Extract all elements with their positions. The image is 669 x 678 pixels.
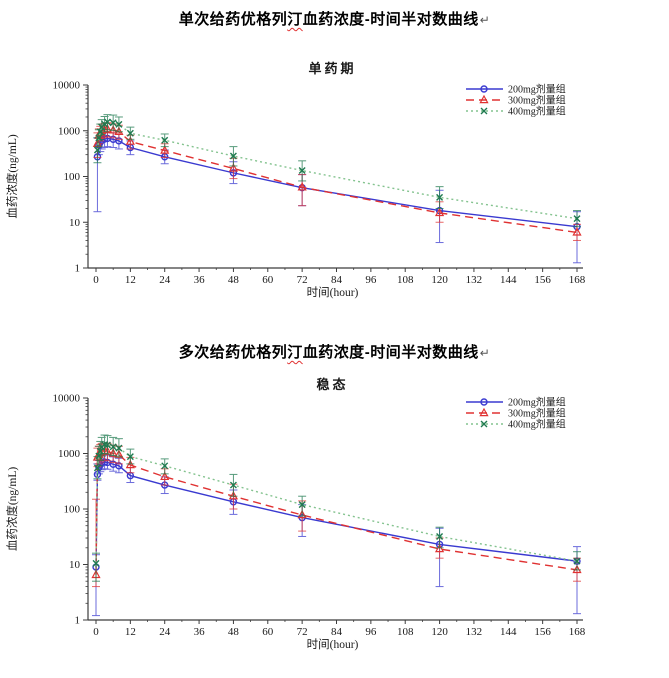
- x-tick-label: 24: [159, 274, 171, 286]
- paragraph-return-icon: ↵: [479, 346, 491, 360]
- title1-prefix: 单次给药优格列: [178, 11, 288, 28]
- series-400mg-markers: [93, 118, 581, 223]
- legend-label: 200mg剂量组: [508, 83, 566, 96]
- chart-subtitle: 单药期: [308, 61, 356, 76]
- y-tick-label: 1000: [58, 448, 81, 460]
- chart-steady-state: 稳态 1 10 100 1000 10000 血药浓度(ng/mL) 0 12 24 36 48 60 7…: [5, 377, 586, 651]
- x-tick-label: 156: [534, 626, 551, 638]
- x-tick-label: 36: [194, 274, 206, 286]
- x-tick-label: 156: [534, 274, 551, 286]
- title2-spellcheck-word: 汀: [287, 344, 303, 361]
- y-axis: 1 10 100 1000 10000 血药浓度(ng/mL): [5, 80, 89, 275]
- x-tick-label: 120: [431, 626, 448, 638]
- x-tick-label: 168: [569, 626, 586, 638]
- x-tick-label: 84: [331, 626, 343, 638]
- legend-label: 300mg剂量组: [508, 94, 566, 107]
- x-tick-label: 72: [297, 274, 308, 286]
- x-tick-label: 48: [228, 274, 240, 286]
- x-tick-label: 84: [331, 274, 343, 286]
- legend-label: 400mg剂量组: [508, 105, 566, 118]
- legend-item-400mg: 400mg剂量组: [466, 105, 566, 118]
- x-tick-label: 48: [228, 626, 240, 638]
- series-300mg-line: [96, 128, 578, 234]
- y-tick-label: 10: [69, 217, 81, 229]
- legend-label: 200mg剂量组: [508, 396, 566, 409]
- x-tick-label: 120: [431, 274, 448, 286]
- chart-single-dose: 单药期 1 10 100 1000 10000 血药浓度(ng/mL) 0 12 24 36 48 60…: [5, 61, 586, 299]
- x-tick-label: 24: [159, 626, 171, 638]
- x-tick-label: 132: [466, 274, 483, 286]
- y-tick-label: 100: [64, 171, 81, 183]
- x-tick-label: 0: [93, 274, 99, 286]
- y-tick-label: 1: [75, 615, 81, 627]
- y-tick-label: 1000: [58, 125, 81, 137]
- y-axis-title: 血药浓度(ng/mL): [5, 467, 19, 551]
- legend-label: 400mg剂量组: [508, 418, 566, 431]
- x-tick-label: 72: [297, 626, 308, 638]
- y-tick-label: 10: [69, 559, 81, 571]
- chart-subtitle: 稳态: [316, 377, 348, 392]
- x-tick-label: 60: [262, 274, 274, 286]
- legend-item-200mg: 200mg剂量组: [466, 83, 566, 96]
- title1-spellcheck-word: 汀: [287, 11, 303, 28]
- x-tick-label: 168: [569, 274, 586, 286]
- y-tick-label: 10000: [53, 80, 81, 92]
- legend-label: 300mg剂量组: [508, 407, 566, 420]
- page-title-multiple-dose: 多次给药优格列汀血药浓度-时间半对数曲线↵: [0, 341, 669, 362]
- legend-item-300mg: 300mg剂量组: [466, 94, 566, 107]
- x-axis-title: 时间(hour): [307, 638, 359, 651]
- title2-suffix: 血药浓度-时间半对数曲线: [302, 344, 479, 361]
- x-tick-label: 12: [125, 274, 136, 286]
- x-tick-label: 144: [500, 274, 517, 286]
- paragraph-return-icon: ↵: [479, 13, 491, 27]
- series-400mg-error-bars: [92, 434, 581, 582]
- series-200mg-line: [96, 137, 578, 228]
- page-title-single-dose: 单次给药优格列汀血药浓度-时间半对数曲线↵: [0, 8, 669, 29]
- series-400mg-line: [96, 121, 578, 220]
- x-axis-title: 时间(hour): [307, 286, 359, 299]
- legend-item-400mg: 400mg剂量组: [466, 418, 566, 431]
- x-tick-label: 96: [365, 626, 377, 638]
- y-tick-label: 10000: [53, 393, 81, 405]
- x-tick-label: 108: [397, 626, 414, 638]
- y-axis: 1 10 100 1000 10000 血药浓度(ng/mL): [5, 393, 89, 627]
- x-tick-label: 36: [194, 626, 206, 638]
- x-tick-label: 132: [466, 626, 483, 638]
- series-400mg-line: [95, 443, 578, 564]
- x-axis: 0 12 24 36 48 60 72 84 96 108 120 132 144 156 168 时间(ho…: [88, 619, 586, 651]
- x-tick-label: 60: [262, 626, 274, 638]
- series-400mg-error-bars: [93, 114, 581, 228]
- series-400mg-markers: [92, 441, 581, 567]
- legend-item-200mg: 200mg剂量组: [466, 396, 566, 409]
- y-axis-title: 血药浓度(ng/mL): [5, 134, 19, 218]
- title2-prefix: 多次给药优格列: [178, 344, 288, 361]
- y-tick-label: 1: [75, 263, 81, 275]
- series-300mg-line: [95, 450, 578, 575]
- x-axis: 0 12 24 36 48 60 72 84 96 108 120 132 144 156 168 时间(ho…: [88, 267, 586, 299]
- x-tick-label: 108: [397, 274, 414, 286]
- x-tick-label: 96: [365, 274, 377, 286]
- x-tick-label: 12: [125, 626, 136, 638]
- legend-item-300mg: 300mg剂量组: [466, 407, 566, 420]
- x-tick-label: 144: [500, 626, 517, 638]
- x-tick-label: 0: [93, 626, 99, 638]
- y-tick-label: 100: [64, 504, 81, 516]
- title1-suffix: 血药浓度-时间半对数曲线: [302, 11, 479, 28]
